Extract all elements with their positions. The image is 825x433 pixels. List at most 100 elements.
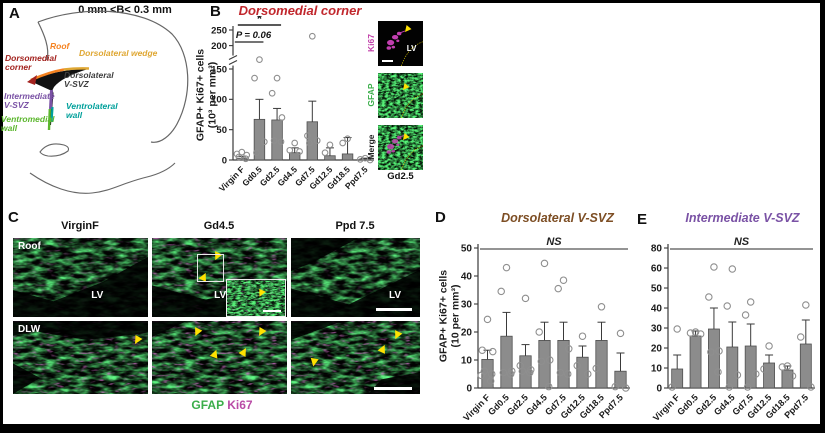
brain-base-outline bbox=[29, 162, 176, 194]
bar-Gd18.5 bbox=[341, 153, 354, 161]
data-point bbox=[578, 332, 587, 340]
data-point bbox=[339, 139, 347, 147]
y-tick-label: 200 bbox=[211, 41, 227, 52]
region-label-intermediate-vsvz: Intermediate V-SVZ bbox=[4, 91, 55, 110]
y-tick-label: 10 bbox=[651, 363, 663, 374]
data-point bbox=[518, 367, 527, 375]
ventricle-lumen bbox=[13, 256, 148, 317]
row-label-roof: Roof bbox=[18, 241, 41, 252]
ventricle-boundary-dashed bbox=[401, 145, 423, 170]
significance-star: * bbox=[257, 16, 263, 26]
bar-Gd18.5 bbox=[595, 340, 608, 389]
gfap-signal bbox=[378, 73, 423, 118]
micrograph-texture bbox=[378, 73, 423, 118]
ventricle-boundary-dashed bbox=[401, 41, 423, 66]
data-point bbox=[686, 329, 695, 337]
data-point bbox=[546, 356, 554, 364]
data-point bbox=[611, 382, 619, 391]
ki67-cell-cluster bbox=[391, 138, 399, 144]
micrograph-gd4.5-roof: LV bbox=[152, 238, 287, 317]
data-point bbox=[733, 371, 742, 379]
dorsolateral-wedge-stripe bbox=[63, 67, 90, 71]
lv-label: LV bbox=[389, 290, 402, 302]
data-point bbox=[563, 370, 572, 378]
lv-label: LV bbox=[406, 44, 417, 54]
data-point bbox=[253, 149, 260, 157]
bar-Gd12.5 bbox=[324, 155, 336, 161]
region-label-ventrolateral-wall: Ventrolateral wall bbox=[66, 101, 118, 120]
data-point bbox=[296, 148, 303, 155]
data-point bbox=[573, 361, 581, 370]
ki67-cell-cluster bbox=[387, 143, 395, 150]
data-point bbox=[556, 368, 565, 377]
panel-a-title: 0 mm <B< 0.3 mm bbox=[78, 4, 172, 16]
data-point bbox=[521, 294, 530, 303]
bar-Gd12.5 bbox=[576, 356, 589, 389]
region-label-roof: Roof bbox=[50, 41, 70, 51]
data-point bbox=[291, 139, 299, 147]
panel-label-a: A bbox=[9, 5, 20, 22]
micrograph-texture bbox=[291, 238, 420, 317]
chart-dorsolateral-vsvz: 0 10 20 30 40 50 Virgin F Gd0.5 Gd2.5 Gd4.5 Gd7.5 G… bbox=[458, 232, 638, 432]
ki67-cell-cluster bbox=[386, 46, 392, 50]
data-point bbox=[306, 139, 313, 147]
data-point bbox=[743, 383, 752, 391]
data-point bbox=[796, 333, 805, 341]
data-point bbox=[502, 263, 511, 272]
data-point bbox=[535, 328, 543, 336]
brain-outline bbox=[37, 10, 189, 143]
data-point bbox=[499, 368, 508, 377]
data-point bbox=[559, 276, 568, 284]
ventrolateral-wall-stripe bbox=[50, 106, 54, 123]
y-tick-label: 150 bbox=[211, 64, 227, 75]
micrograph-ppd7.5-dlw bbox=[291, 321, 420, 394]
panel-label-d: D bbox=[435, 209, 446, 226]
data-point bbox=[537, 357, 546, 366]
y-tick-label: 0 bbox=[222, 155, 227, 166]
p-value-label: P = 0.06 bbox=[236, 30, 272, 41]
ns-label: NS bbox=[546, 236, 562, 248]
data-point bbox=[273, 74, 281, 82]
ns-label: NS bbox=[734, 236, 750, 248]
chart-d-title: Dorsolateral V-SVZ bbox=[501, 211, 614, 225]
region-label-ventromedial-wall: Ventromedial wall bbox=[1, 114, 55, 133]
data-point bbox=[278, 114, 286, 121]
data-point bbox=[304, 132, 311, 140]
micrograph-virginf-roof: Roof LV bbox=[13, 238, 148, 317]
scale-bar bbox=[381, 59, 394, 62]
ki67-process bbox=[400, 30, 406, 34]
data-point bbox=[725, 383, 734, 391]
ventricle-lumen bbox=[152, 321, 188, 338]
data-point bbox=[668, 383, 676, 391]
data-point bbox=[616, 329, 625, 338]
y-tick-label: 0 bbox=[656, 383, 662, 394]
data-point bbox=[705, 293, 713, 301]
ki67-cell-cluster bbox=[386, 150, 392, 154]
panel-label-c: C bbox=[8, 209, 19, 226]
data-point bbox=[506, 370, 515, 378]
data-point bbox=[691, 328, 700, 336]
data-point bbox=[673, 325, 681, 333]
axis-break-gap bbox=[231, 55, 235, 66]
bar-Gd4.5 bbox=[726, 346, 739, 389]
data-point bbox=[313, 137, 321, 144]
panel-label-b: B bbox=[210, 3, 221, 20]
data-point bbox=[752, 370, 760, 378]
data-point bbox=[486, 377, 495, 385]
micro-bg bbox=[378, 21, 423, 66]
c-column-ppd7.5: Ppd 7.5 bbox=[335, 220, 375, 232]
data-point bbox=[270, 137, 278, 144]
ventricle-lumen bbox=[291, 321, 343, 340]
y-tick-label: 30 bbox=[461, 299, 473, 310]
ki67-signal bbox=[227, 280, 286, 316]
data-point bbox=[584, 370, 592, 378]
data-point bbox=[321, 149, 329, 157]
data-point bbox=[554, 284, 562, 293]
data-point bbox=[710, 263, 718, 271]
data-point bbox=[544, 382, 553, 391]
b-micro-label-gfap: GFAP bbox=[366, 83, 376, 107]
data-point bbox=[235, 153, 243, 161]
data-point bbox=[597, 303, 606, 311]
c-caption: GFAP Ki67 bbox=[147, 398, 297, 412]
scale-bar bbox=[263, 309, 281, 312]
